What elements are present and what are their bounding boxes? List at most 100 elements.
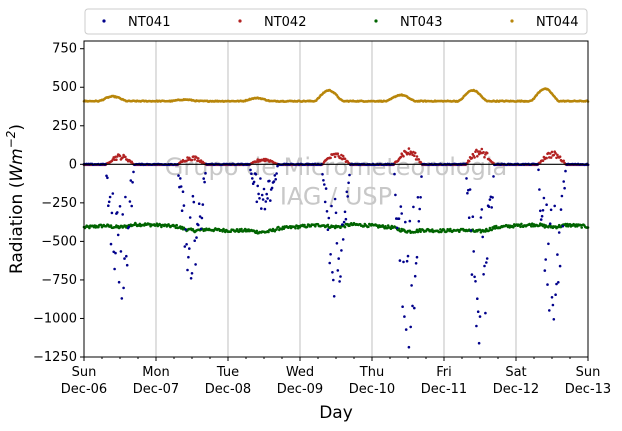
nt041-point [198,215,202,218]
nt041-point [413,306,416,310]
nt041-point [118,205,122,208]
data-points [82,87,590,349]
nt041-point [468,188,472,191]
nt041-point [321,173,324,176]
nt041-point [539,209,542,213]
nt042-point [415,155,419,158]
nt041-point [474,280,477,283]
nt041-point [112,250,115,254]
nt043-point [282,227,286,230]
legend-marker [374,19,378,23]
x-tick-label-day: Sat [505,365,526,380]
nt041-point [124,195,127,199]
nt042-point [199,159,203,162]
nt042-point [193,158,196,161]
nt043-point [294,226,297,230]
nt043-point [520,222,523,226]
nt041-point [262,187,266,191]
nt041-point [404,328,408,331]
nt042-point [549,156,553,159]
nt043-point [512,226,515,229]
nt041-point [393,172,396,176]
y-tick-label: −500 [41,234,77,249]
nt041-point [197,223,200,227]
x-axis-label: Day [319,403,353,423]
nt041-point [110,211,114,215]
nt041-point [345,190,349,194]
nt041-point [340,249,343,252]
nt041-point [121,213,124,216]
x-axis-ticks: Sun Dec-06 Mon Dec-07 Tue Dec-08 Wed Dec-09 Thu D… [61,357,611,397]
nt043-point [255,229,259,233]
nt041-point [544,258,547,261]
nt041-point [410,284,413,287]
nt043-point [267,230,270,234]
nt041-point [331,271,334,274]
nt043-point [109,224,113,227]
nt041-point [413,274,417,278]
nt042-point [124,155,127,159]
nt041-point [403,315,406,318]
nt043-point [449,227,452,231]
nt041-point [332,295,336,298]
nt041-point [553,204,556,208]
nt041-point [557,231,561,234]
nt043-point [277,225,280,229]
nt043-point [175,223,178,227]
nt041-point [338,280,341,283]
nt041-point [557,281,560,284]
nt041-point [406,254,410,258]
legend-label: NT041 [128,15,170,30]
nt041-point [538,188,541,191]
nt041-point [490,206,494,209]
nt042-point [556,153,559,157]
nt041-point [125,263,129,267]
nt041-point [332,278,335,282]
nt041-point [471,215,475,218]
nt041-point [542,196,546,200]
nt041-point [107,204,110,207]
nt041-point [485,261,488,264]
nt042-point [548,152,552,155]
nt042-point [476,155,479,158]
nt041-point [343,210,347,214]
x-tick-label-date: Dec-11 [421,382,467,397]
x-tick-label-date: Dec-10 [349,382,395,397]
nt042-point [541,159,545,162]
nt041-point [401,305,404,309]
nt041-point [252,180,256,184]
nt041-point [419,196,422,199]
nt041-point [197,202,201,205]
nt042-point [115,158,118,161]
nt043-point [303,223,306,227]
y-tick-label: −750 [41,273,77,288]
nt041-point [337,257,341,260]
nt041-point [473,275,476,279]
nt041-point [407,345,411,349]
nt042-point [343,157,347,161]
nt041-point [400,212,404,215]
nt042-point [476,150,480,153]
nt041-point [402,260,405,264]
nt041-point [404,220,407,224]
nt041-point [541,209,545,212]
legend-label: NT044 [536,15,578,30]
nt041-point [551,303,555,307]
nt041-point [180,209,184,212]
nt041-point [182,204,186,207]
nt041-point [116,233,120,237]
nt041-point [477,341,481,345]
nt043-point [564,222,567,226]
nt042-point [399,155,403,159]
nt041-point [187,255,190,259]
nt041-point [336,269,340,272]
nt041-point [130,204,133,208]
nt042-point [407,147,411,150]
nt041-point [195,236,198,239]
x-tick-label-date: Dec-07 [133,382,179,397]
nt042-point [190,158,194,162]
nt041-point [125,254,128,258]
nt041-point [199,227,203,231]
nt042-point [197,157,200,160]
legend-marker [102,19,106,23]
